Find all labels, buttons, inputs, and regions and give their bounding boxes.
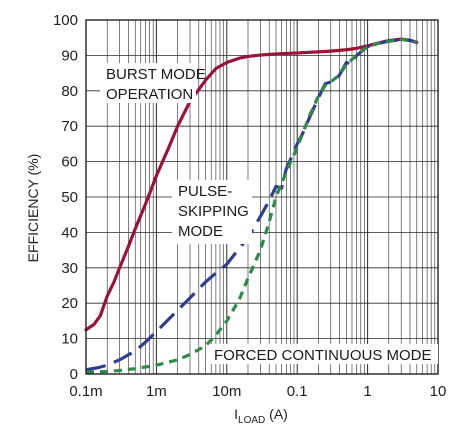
x-tick-label: 1m	[146, 383, 167, 400]
plot-frame	[85, 19, 439, 375]
annotation-forced-bg	[210, 344, 438, 364]
annotation-pulse-line3: MODE	[178, 223, 223, 240]
y-tick-label: 30	[61, 260, 78, 277]
y-tick-label: 50	[61, 189, 78, 206]
annotation-pulse-line1: PULSE-	[178, 183, 232, 200]
series-curves	[84, 37, 419, 374]
y-axis-title: EFFICIENCY (%)	[25, 154, 41, 263]
y-tick-label: 40	[61, 224, 78, 241]
annotation-burst-line1: BURST MODE	[106, 66, 206, 83]
x-axis-title-unit: (A)	[265, 406, 288, 422]
x-axis-title-main: I	[234, 406, 238, 422]
annotation-labels: BURST MODE OPERATION PULSE- SKIPPING MOD…	[100, 63, 438, 364]
annotation-pulse-bg	[172, 180, 252, 244]
annotation-pulse-line2: SKIPPING	[178, 203, 249, 220]
tick-labels: 0 10 20 30 40 50 60 70 80 90 100 0.1m 1m 10m 0.1 1 10	[53, 12, 446, 400]
y-tick-label: 70	[61, 118, 78, 135]
x-axis-title: ILOAD (A)	[234, 406, 288, 426]
x-tick-label: 0.1	[287, 383, 308, 400]
y-tick-label: 10	[61, 331, 78, 348]
y-tick-label: 60	[61, 154, 78, 171]
y-tick-label: 100	[53, 12, 78, 29]
y-tick-label: 90	[61, 47, 78, 64]
x-tick-label: 1	[363, 383, 371, 400]
x-tick-label: 10m	[212, 383, 241, 400]
annotation-burst-line2: OPERATION	[106, 86, 193, 103]
y-tick-label: 80	[61, 83, 78, 100]
x-tick-label: 0.1m	[69, 383, 102, 400]
y-tick-label: 0	[70, 366, 78, 383]
y-tick-label: 20	[61, 295, 78, 312]
annotation-forced-line1: FORCED CONTINUOUS MODE	[214, 347, 432, 364]
x-tick-label: 10	[430, 383, 447, 400]
annotation-burst-bg	[100, 63, 196, 103]
x-axis-title-sub: LOAD	[238, 415, 265, 426]
